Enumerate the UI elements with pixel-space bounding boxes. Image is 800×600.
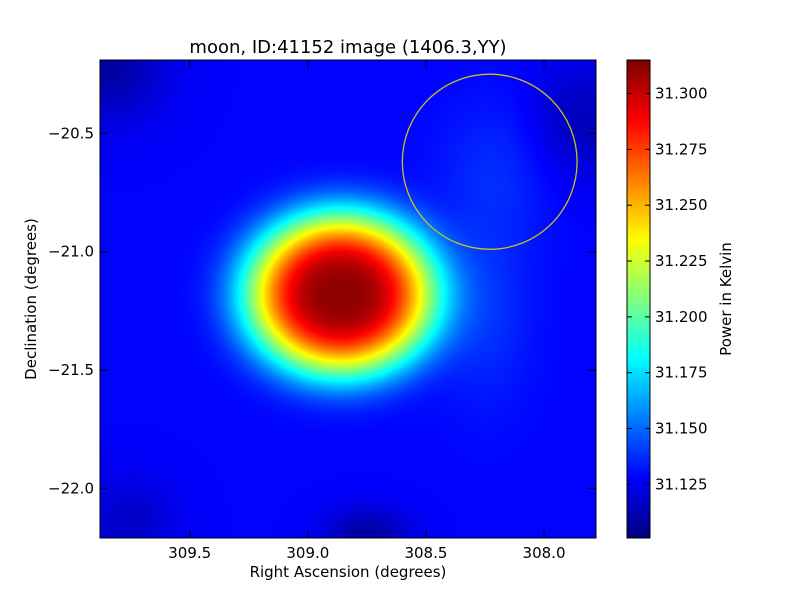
- colorbar-tick-label: 31.300: [655, 85, 708, 103]
- colorbar-tick-label: 31.225: [655, 252, 708, 270]
- x-axis-ticks: 309.5 309.0 308.5 308.0: [168, 60, 566, 562]
- colorbar-tick-label: 31.125: [655, 475, 708, 493]
- plot-frame: [99, 59, 597, 539]
- colorbar-ticks: 31.125 31.150 31.175 31.200 31.225 31.250 31.2…: [627, 85, 708, 493]
- colorbar-tick-label: 31.275: [655, 140, 708, 158]
- y-tick-label: −21.5: [48, 361, 94, 379]
- colorbar-tick-label: 31.200: [655, 308, 708, 326]
- x-tick-label: 309.5: [168, 544, 211, 562]
- colorbar-tick-label: 31.250: [655, 196, 708, 214]
- y-tick-label: −20.5: [48, 124, 94, 142]
- colorbar-tick-label: 31.175: [655, 364, 708, 382]
- y-tick-label: −21.0: [48, 243, 94, 261]
- x-axis-label: Right Ascension (degrees): [250, 563, 447, 581]
- colorbar-frame: [626, 59, 651, 539]
- x-tick-label: 308.0: [523, 544, 566, 562]
- colorbar-label: Power in Kelvin: [717, 242, 735, 356]
- y-axis-ticks: −20.5 −21.0 −21.5 −22.0: [48, 124, 596, 497]
- y-tick-label: −22.0: [48, 479, 94, 497]
- colorbar-tick-label: 31.150: [655, 420, 708, 438]
- x-tick-label: 309.0: [286, 544, 329, 562]
- x-tick-label: 308.5: [404, 544, 447, 562]
- region-circle: [401, 73, 578, 250]
- colorbar-gradient: [627, 60, 650, 538]
- chart-title: moon, ID:41152 image (1406.3,YY): [189, 37, 506, 58]
- heatmap-image: [100, 60, 596, 538]
- y-axis-label: Declination (degrees): [22, 218, 40, 380]
